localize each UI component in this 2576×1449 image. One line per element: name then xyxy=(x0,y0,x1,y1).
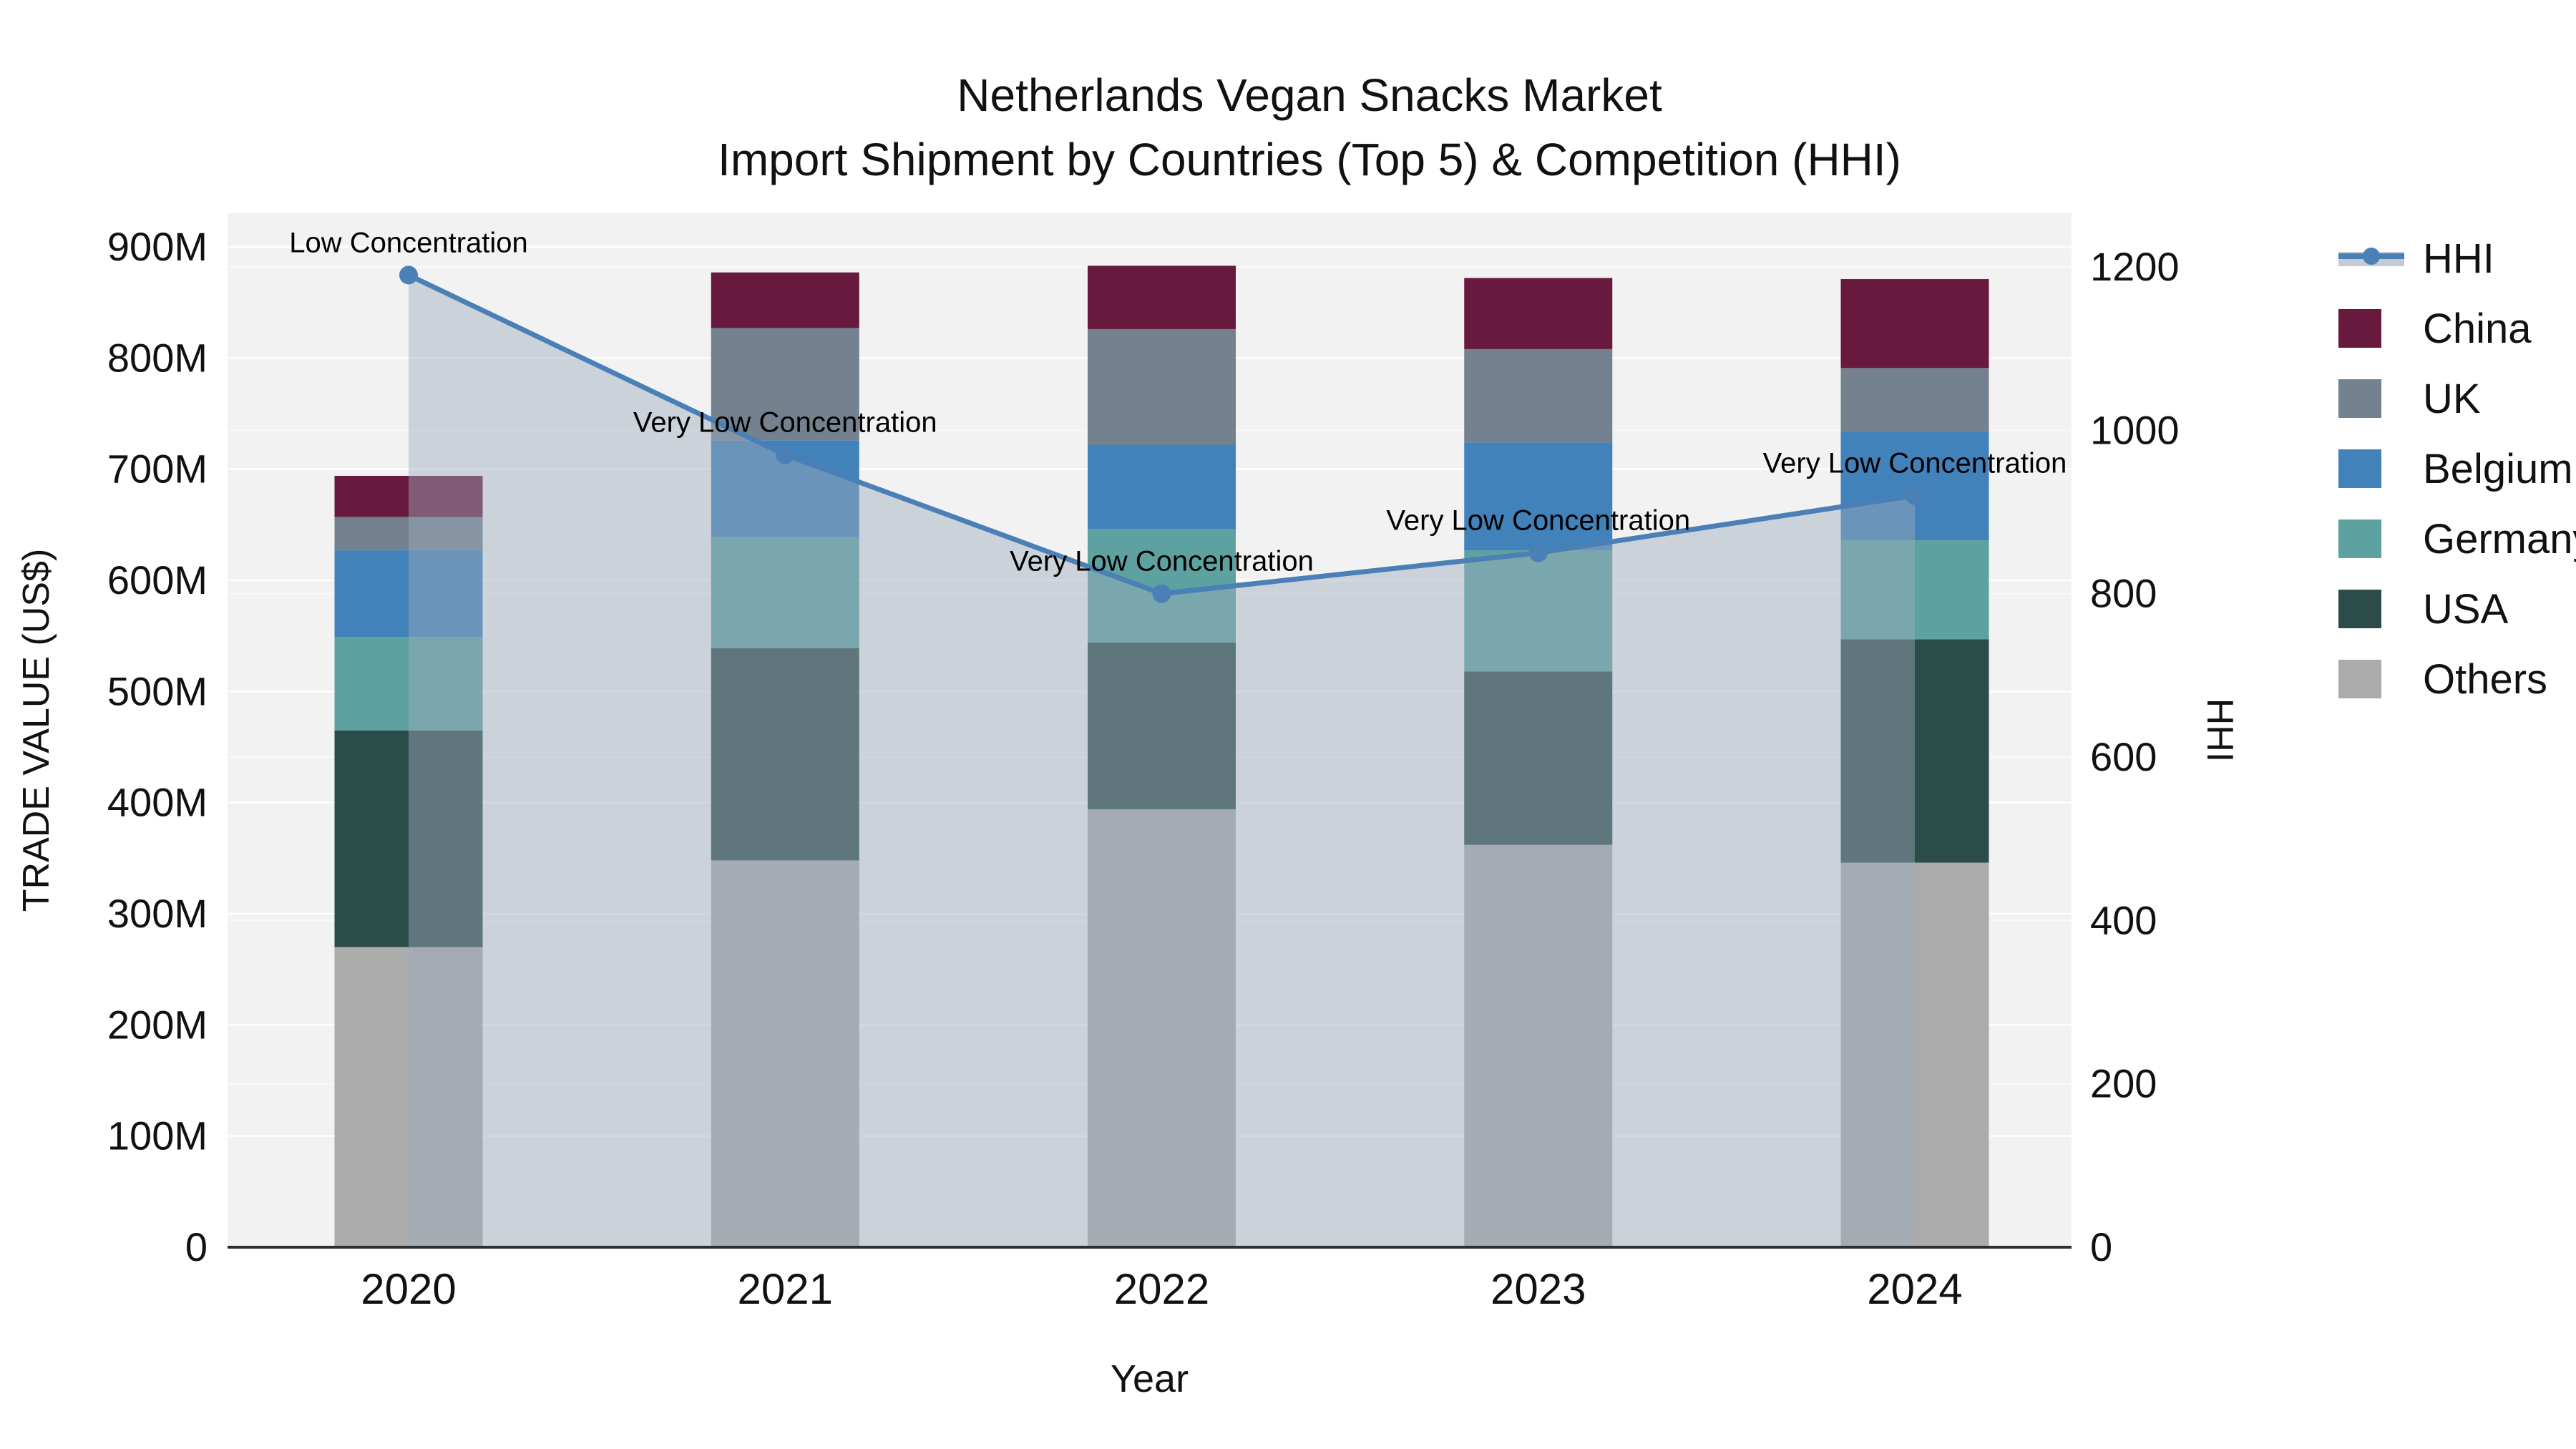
hhi-area-fill xyxy=(409,275,1915,1248)
bar-segment-2023-china xyxy=(1464,278,1613,349)
bar-segment-2020-germany xyxy=(334,637,483,731)
y-left-tick-label: 100M xyxy=(107,1113,208,1158)
legend-label: Belgium xyxy=(2423,445,2573,492)
y-left-tick-label: 200M xyxy=(107,1002,208,1047)
bar-segment-2022-others xyxy=(1088,809,1236,1247)
x-tick-label-2023: 2023 xyxy=(1491,1265,1586,1313)
bar-segment-2023-belgium xyxy=(1464,442,1613,551)
x-tick-label-2020: 2020 xyxy=(361,1265,456,1313)
legend-label: UK xyxy=(2423,375,2481,422)
legend-item-uk[interactable]: UK xyxy=(2338,376,2576,422)
legend-item-china[interactable]: China xyxy=(2338,306,2576,352)
legend-item-usa[interactable]: USA xyxy=(2338,585,2576,633)
y-right-tick-label: 200 xyxy=(2090,1061,2157,1106)
bar-segment-2023-others xyxy=(1464,844,1613,1247)
annotation-2022: Very Low Concentration xyxy=(1010,546,1314,577)
bar-segment-2021-germany xyxy=(711,537,859,648)
legend-label: Germany xyxy=(2423,515,2576,562)
bar-segment-2023-germany xyxy=(1464,550,1613,672)
belgium-swatch-icon xyxy=(2338,448,2404,489)
germany-swatch-icon xyxy=(2338,518,2404,560)
hhi-marker-2020 xyxy=(399,265,418,285)
bar-segment-2020-china xyxy=(334,475,483,517)
y-right-tick-label: 800 xyxy=(2090,571,2157,616)
x-tick-label-2021: 2021 xyxy=(738,1265,833,1313)
bar-segment-2022-usa xyxy=(1088,642,1236,809)
bar-segment-2022-uk xyxy=(1088,328,1236,445)
legend: HHI China UK Belgium Germany USA Others xyxy=(2338,235,2576,703)
hhi-marker-2023 xyxy=(1528,543,1548,562)
bar-segment-2023-usa xyxy=(1464,671,1613,845)
bar-segment-2021-china xyxy=(711,272,859,328)
uk-swatch-icon xyxy=(2338,378,2404,419)
legend-item-belgium[interactable]: Belgium xyxy=(2338,446,2576,492)
bar-segment-2023-uk xyxy=(1464,348,1613,443)
y-right-tick-label: 400 xyxy=(2090,897,2157,942)
bar-segment-2020-uk xyxy=(334,517,483,551)
y-left-tick-label: 0 xyxy=(185,1224,208,1269)
legend-item-germany[interactable]: Germany xyxy=(2338,515,2576,562)
y-left-tick-label: 500M xyxy=(107,668,208,713)
y-right-axis-title: HHI xyxy=(2199,698,2240,763)
y-right-tick-label: 0 xyxy=(2090,1224,2112,1269)
y-left-axis-title: TRADE VALUE (US$) xyxy=(16,549,57,912)
x-tick-label-2024: 2024 xyxy=(1867,1265,1962,1313)
china-swatch-icon xyxy=(2338,308,2404,349)
chart-title-line2: Import Shipment by Countries (Top 5) & C… xyxy=(718,134,1901,185)
legend-item-hhi[interactable]: HHI xyxy=(2338,235,2576,282)
y-right-tick-label: 600 xyxy=(2090,734,2157,779)
annotation-2021: Very Low Concentration xyxy=(633,407,937,439)
hhi-marker-2024 xyxy=(1906,486,1924,505)
legend-label: USA xyxy=(2423,585,2509,633)
y-left-tick-label: 700M xyxy=(107,447,208,492)
y-left-tick-label: 300M xyxy=(107,891,208,936)
hhi-marker-2022 xyxy=(1152,584,1171,603)
bar-segment-2024-others xyxy=(1840,862,1989,1247)
annotation-2023: Very Low Concentration xyxy=(1386,505,1690,537)
bar-segment-2024-china xyxy=(1840,279,1989,369)
bar-segment-2020-others xyxy=(334,947,483,1247)
bar-segment-2021-others xyxy=(711,860,859,1247)
y-left-tick-label: 800M xyxy=(107,335,208,380)
bar-segment-2020-belgium xyxy=(334,550,483,638)
y-left-tick-label: 400M xyxy=(107,780,208,825)
x-tick-label-2022: 2022 xyxy=(1114,1265,1209,1313)
hhi-line-legend-glyph xyxy=(2338,238,2404,279)
bar-segment-2024-germany xyxy=(1840,540,1989,640)
bar-segment-2022-china xyxy=(1088,265,1236,329)
hhi-marker-2021 xyxy=(776,445,795,464)
legend-label: China xyxy=(2423,305,2532,352)
bar-segment-2022-belgium xyxy=(1088,444,1236,530)
x-axis-title: Year xyxy=(1111,1357,1189,1400)
y-left-tick-label: 600M xyxy=(107,557,208,602)
y-left-tick-label: 900M xyxy=(107,224,208,269)
legend-item-others[interactable]: Others xyxy=(2338,655,2576,703)
annotation-2024: Very Low Concentration xyxy=(1763,448,2067,479)
bar-segment-2021-uk xyxy=(711,328,859,441)
annotation-2020: Low Concentration xyxy=(289,227,528,258)
usa-swatch-icon xyxy=(2338,588,2404,630)
legend-label: Others xyxy=(2423,655,2548,703)
bar-segment-2020-usa xyxy=(334,730,483,947)
bar-segment-2024-belgium xyxy=(1840,431,1989,541)
y-right-tick-label: 1200 xyxy=(2090,244,2180,289)
others-swatch-icon xyxy=(2338,658,2404,700)
bar-segment-2024-uk xyxy=(1840,368,1989,431)
legend-label: HHI xyxy=(2423,235,2494,282)
bar-segment-2021-usa xyxy=(711,648,859,861)
chart-title-line1: Netherlands Vegan Snacks Market xyxy=(957,69,1662,121)
y-right-tick-label: 1000 xyxy=(2090,407,2180,452)
bar-segment-2024-usa xyxy=(1840,639,1989,863)
